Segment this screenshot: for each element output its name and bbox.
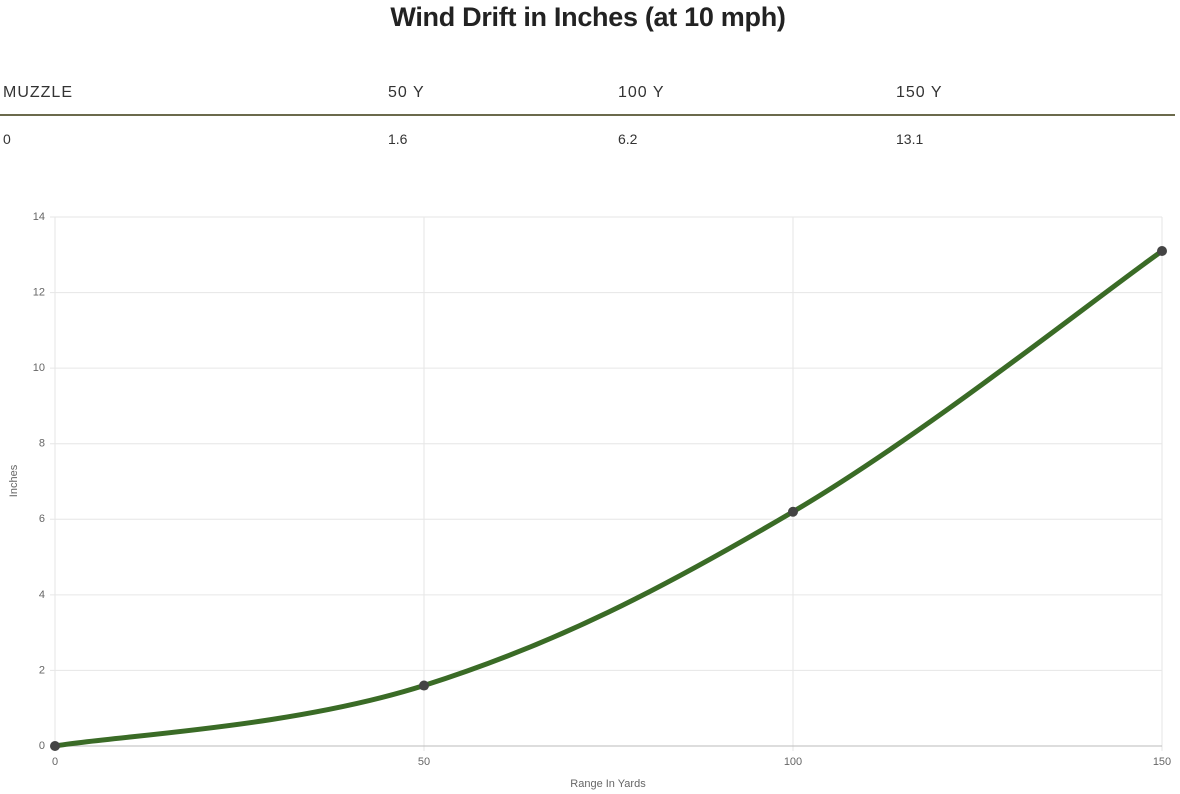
column-header: MUZZLE: [3, 84, 73, 101]
line: [52, 248, 1165, 749]
y-tick-label: 6: [39, 513, 45, 525]
title: Wind Drift in Inches (at 10 mph): [390, 2, 786, 32]
table-cell: 13.1: [896, 131, 924, 147]
y-tick-label: 0: [39, 740, 45, 752]
y-tick-label: 12: [33, 286, 45, 298]
chart: Range In Yards Inches 0 2 4 6 8 10 12 14 0 50 100 1…: [8, 211, 1171, 790]
x-tick-label: 0: [52, 756, 58, 768]
table-cell: 0: [3, 131, 11, 147]
x-tick-label: 150: [1153, 756, 1171, 768]
x-axis-label: Range In Yards: [570, 778, 646, 790]
column-header: 100 Y: [618, 84, 665, 101]
point: [419, 680, 429, 691]
point: [788, 506, 798, 517]
table-cell: 1.6: [388, 131, 408, 147]
x-tick-label: 100: [784, 756, 802, 768]
header-rule: [0, 114, 1175, 116]
y-tick-label: 4: [39, 589, 45, 601]
y-tick-label: 10: [33, 362, 45, 374]
y-tick-label: 2: [39, 664, 45, 676]
table-cell: 6.2: [618, 131, 638, 147]
column-header: 50 Y: [388, 84, 425, 101]
x-tick-label: 50: [418, 756, 430, 768]
point: [50, 741, 60, 751]
column-header: 150 Y: [896, 84, 943, 101]
point: [1157, 246, 1167, 257]
y-tick-label: 14: [33, 211, 45, 223]
y-axis-label: Inches: [8, 464, 20, 497]
y-tick-label: 8: [39, 438, 45, 450]
